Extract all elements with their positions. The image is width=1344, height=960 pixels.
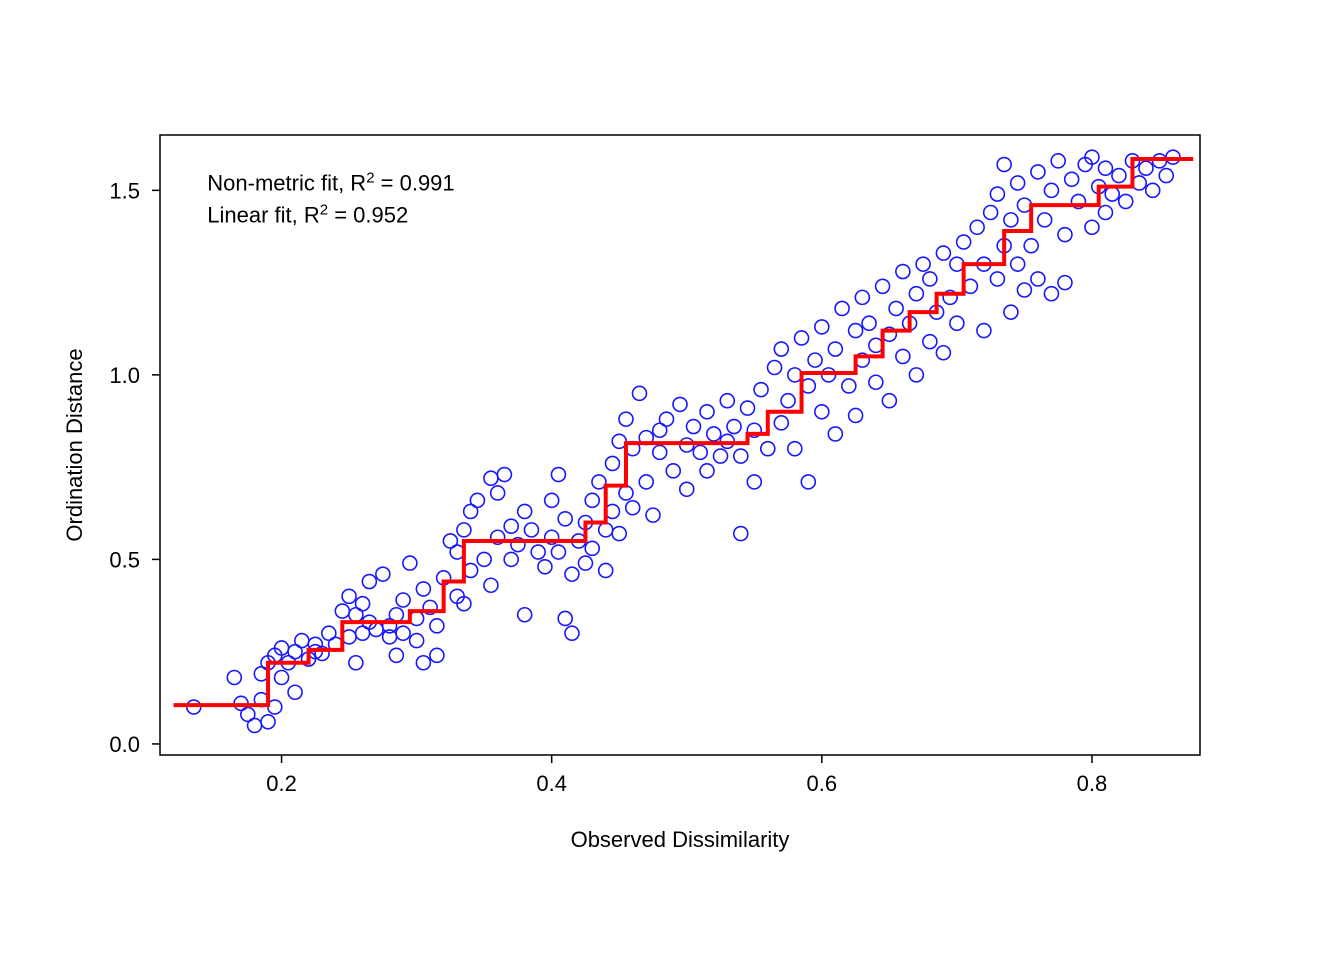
y-tick-label: 1.5 — [109, 178, 140, 203]
chart-svg: 0.2 0.4 0.6 0.8 0.0 0.5 1.0 1.5 Observed Dissimi… — [0, 0, 1344, 960]
x-tick-label: 0.2 — [266, 771, 297, 796]
y-axis-label: Ordination Distance — [62, 348, 87, 541]
shepard-plot: 0.2 0.4 0.6 0.8 0.0 0.5 1.0 1.5 Observed Dissimi… — [0, 0, 1344, 960]
y-tick-label: 1.0 — [109, 363, 140, 388]
y-tick-label: 0.0 — [109, 732, 140, 757]
x-tick-label: 0.8 — [1077, 771, 1108, 796]
fit-annotation-1: Linear fit, R2 = 0.952 — [207, 201, 408, 228]
x-axis-label: Observed Dissimilarity — [571, 827, 790, 852]
y-tick-label: 0.5 — [109, 547, 140, 572]
x-tick-label: 0.6 — [807, 771, 838, 796]
x-tick-label: 0.4 — [536, 771, 567, 796]
fit-annotation-0: Non-metric fit, R2 = 0.991 — [207, 169, 454, 196]
